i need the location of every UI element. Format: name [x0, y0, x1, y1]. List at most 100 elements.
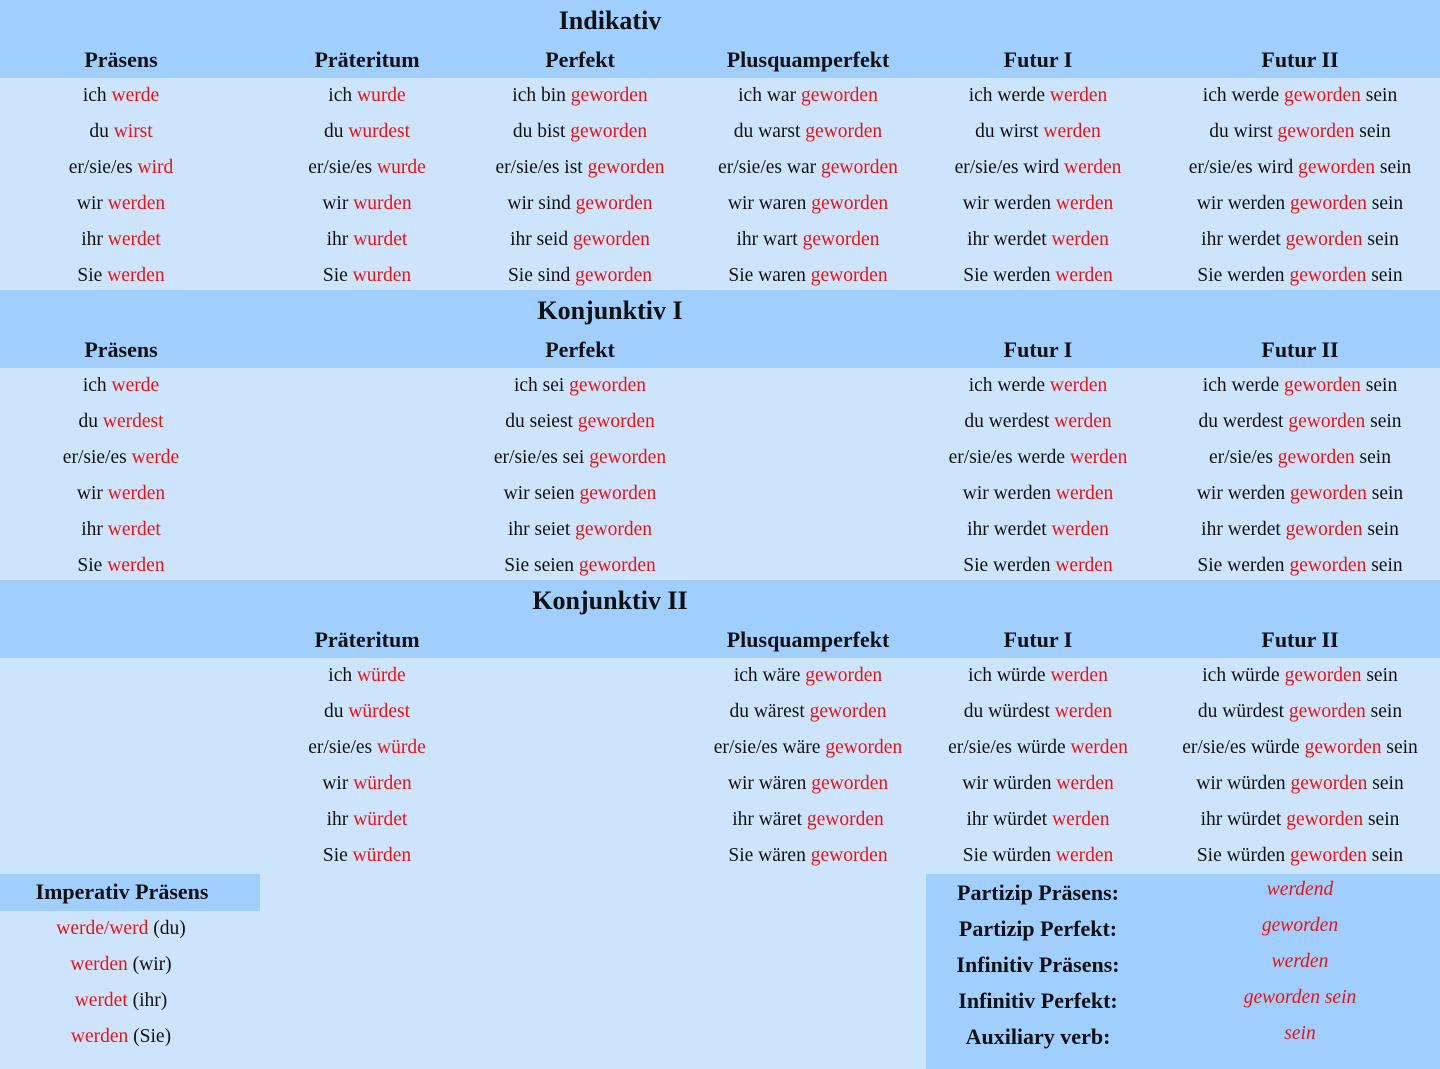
verb-form: werden — [1051, 229, 1109, 250]
verb-form: geworden — [1298, 157, 1375, 178]
verb-form: würdet — [353, 809, 408, 830]
verb-form: geworden — [578, 555, 656, 576]
verb-form: werden — [107, 265, 165, 286]
verb-form: werdet — [107, 519, 161, 540]
conjugation-cell: Sie wurden — [227, 258, 507, 294]
verb-form: werden — [107, 483, 166, 504]
column-header: Futur I — [1003, 47, 1073, 72]
conjugation-cell: du bist geworden — [440, 114, 720, 150]
pronoun: Sie werden — [1197, 265, 1285, 286]
conjugation-cell: Sie würden werden — [898, 838, 1178, 874]
conjugation-cell: er/sie/es wird geworden sein — [1160, 150, 1440, 186]
verb-form: geworden — [577, 411, 655, 432]
column-header: Präteritum — [314, 47, 420, 72]
column-header: Perfekt — [545, 337, 615, 362]
pronoun: sein — [1367, 809, 1400, 830]
imperativ-cell: werde/werd (du) — [0, 911, 261, 947]
pronoun: du — [323, 701, 344, 722]
verb-form: werden — [1054, 411, 1112, 432]
section-header-band — [0, 0, 1440, 78]
conjugation-cell: ihr würdet — [227, 802, 507, 838]
conjugation-cell: ich werde — [0, 368, 261, 404]
verb-form: werden — [1054, 701, 1113, 722]
conjugation-cell: ich war geworden — [668, 78, 948, 114]
verb-form: geworden — [1284, 85, 1361, 106]
verb-form: geworden — [1288, 701, 1366, 722]
verb-form: werden — [1055, 555, 1113, 576]
pronoun: Sie wären — [728, 845, 806, 866]
conjugation-cell: ihr seiet geworden — [440, 512, 720, 548]
conjugation-cell: Sie wären geworden — [668, 838, 948, 874]
verb-form: geworden — [570, 85, 648, 106]
section-title: Konjunktiv I — [537, 296, 683, 325]
pronoun: Sie — [322, 845, 348, 866]
section-header-band — [0, 580, 1440, 658]
pronoun: sein — [1379, 157, 1412, 178]
conjugation-cell: ich bin geworden — [440, 78, 720, 114]
verb-form: würdest — [348, 701, 411, 722]
pronoun: sein — [1365, 85, 1398, 106]
verb-form: geworden — [1284, 665, 1362, 686]
conjugation-cell: wir werden geworden sein — [1160, 476, 1440, 512]
pronoun: Sie werden — [1197, 555, 1285, 576]
verb-form: werdet — [107, 229, 161, 250]
conjugation-cell: ich werde — [0, 78, 261, 114]
column-header: Präsens — [84, 337, 158, 362]
conjugation-cell: ihr werdet werden — [898, 512, 1178, 548]
pronoun: ihr — [81, 229, 103, 250]
conjugation-cell: wir werden geworden sein — [1160, 186, 1440, 222]
conjugation-cell: ich würde — [227, 658, 507, 694]
pronoun: wir werden — [962, 193, 1051, 214]
verb-form: geworden — [810, 845, 888, 866]
pronoun: ich sei — [513, 375, 565, 396]
imperativ-cell: werden (Sie) — [0, 1019, 261, 1055]
imperativ-cell: werdet (ihr) — [0, 983, 261, 1019]
verb-form: wird — [137, 157, 174, 178]
pronoun: du wirst — [1209, 121, 1273, 142]
conjugation-cell: du wirst — [0, 114, 261, 150]
verb-form: geworden — [810, 265, 888, 286]
conjugation-cell: du warst geworden — [668, 114, 948, 150]
verb-form: geworden — [802, 229, 880, 250]
verb-form: werden — [1051, 519, 1109, 540]
forms-panel — [926, 874, 1440, 1069]
conjugation-cell: wir sind geworden — [440, 186, 720, 222]
verb-form: werdest — [102, 411, 164, 432]
verb-form: wurde — [377, 157, 426, 178]
pronoun: sein — [1371, 555, 1403, 576]
conjugation-cell: ihr werdet werden — [898, 222, 1178, 258]
verb-form: werden — [1069, 447, 1128, 468]
conjugation-cell: ihr würdet werden — [898, 802, 1178, 838]
pronoun: ihr werdet — [1201, 229, 1281, 250]
pronoun: er/sie/es würde — [948, 737, 1066, 758]
verb-form: werden — [1055, 845, 1114, 866]
conjugation-cell: er/sie/es wird werden — [898, 150, 1178, 186]
form-value: werden — [1271, 951, 1329, 972]
conjugation-cell: ihr würdet geworden sein — [1160, 802, 1440, 838]
conjugation-cell: ihr werdet — [0, 222, 261, 258]
pronoun: er/sie/es ist — [495, 157, 583, 178]
conjugation-cell: Sie werden werden — [898, 258, 1178, 294]
pronoun: ich wäre — [733, 665, 801, 686]
verb-form: geworden — [800, 85, 878, 106]
conjugation-cell: Sie werden geworden sein — [1160, 548, 1440, 584]
verb-form: geworden — [1288, 411, 1366, 432]
pronoun: er/sie/es wird — [954, 157, 1060, 178]
pronoun: sein — [1370, 701, 1403, 722]
verb-form: wurde — [356, 85, 406, 106]
pronoun: sein — [1371, 265, 1403, 286]
pronoun: ihr würdet — [966, 809, 1048, 830]
verb-form: geworden — [1289, 845, 1367, 866]
pronoun: ihr — [81, 519, 103, 540]
verb-form: geworden — [589, 447, 667, 468]
verb-form: geworden — [1286, 809, 1364, 830]
conjugation-cell: Sie werden — [0, 548, 261, 584]
pronoun: er/sie/es — [308, 157, 373, 178]
conjugation-cell: Sie seien geworden — [440, 548, 720, 584]
imperativ-title: Imperativ Präsens — [35, 879, 209, 904]
form-value: geworden sein — [1243, 987, 1357, 1008]
conjugation-cell: ich werde geworden sein — [1160, 368, 1440, 404]
pronoun: (wir) — [132, 954, 172, 975]
pronoun: Sie werden — [963, 555, 1051, 576]
pronoun: ich — [82, 375, 107, 396]
